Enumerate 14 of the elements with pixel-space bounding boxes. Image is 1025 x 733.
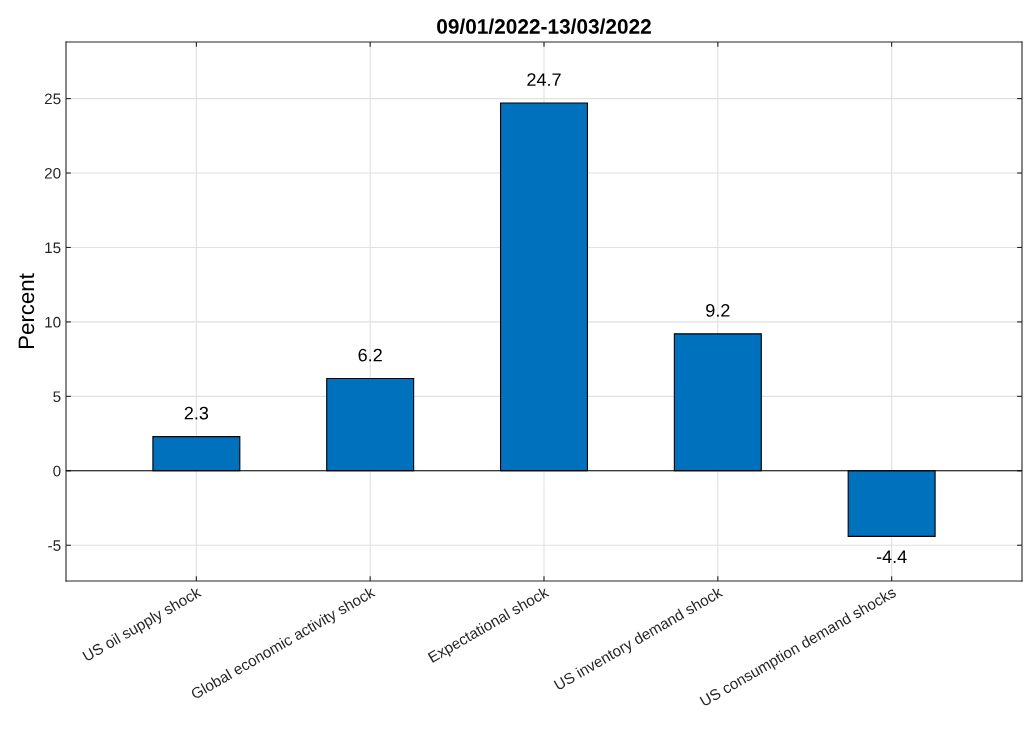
y-tick-label: 0 xyxy=(53,465,61,477)
data-label: 9.2 xyxy=(706,304,730,317)
data-label: 24.7 xyxy=(527,73,561,86)
data-label: 2.3 xyxy=(184,406,209,420)
chart-title: 09/01/2022-13/03/2022 xyxy=(437,18,651,35)
y-tick-label: -5 xyxy=(48,540,61,551)
y-tick-label: 15 xyxy=(45,242,61,254)
y-axis-title: Percent xyxy=(18,273,35,348)
data-label: -4.4 xyxy=(876,550,907,563)
y-tick-label: 10 xyxy=(45,316,61,328)
y-tick-label: 20 xyxy=(44,167,61,179)
y-tick-label: 5 xyxy=(53,391,61,403)
data-label: 6.2 xyxy=(358,348,382,362)
y-tick-label: 25 xyxy=(44,93,61,105)
